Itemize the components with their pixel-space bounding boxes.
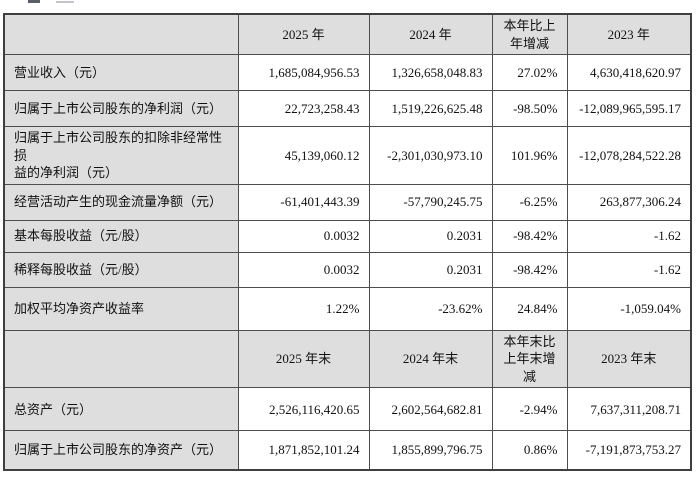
row-label: 基本每股收益（元/股） bbox=[3, 219, 239, 253]
header-2025-eop: 2025 年末 bbox=[237, 329, 370, 389]
header-eop-change: 本年末比 上年末增 减 bbox=[491, 329, 568, 389]
value-2023: -1.62 bbox=[566, 251, 692, 288]
value-change: -6.25% bbox=[491, 183, 568, 221]
header-yoy-change: 本年比上 年增减 bbox=[491, 13, 568, 56]
value-2025: -61,401,443.39 bbox=[237, 183, 370, 221]
header-2024-eop: 2024 年末 bbox=[368, 329, 493, 389]
value-2025: 1.22% bbox=[237, 286, 370, 331]
table-row-diluted-eps: 稀释每股收益（元/股） 0.0032 0.2031 -98.42% -1.62 bbox=[3, 251, 692, 288]
table-row-weighted-avg-roe: 加权平均净资产收益率 1.22% -23.62% 24.84% -1,059.0… bbox=[3, 286, 692, 331]
row-label: 加权平均净资产收益率 bbox=[3, 286, 239, 331]
value-2023: 7,637,311,208.71 bbox=[566, 387, 692, 432]
table-row-basic-eps: 基本每股收益（元/股） 0.0032 0.2031 -98.42% -1.62 bbox=[3, 219, 692, 253]
value-change: 27.02% bbox=[491, 54, 568, 92]
value-change: 101.96% bbox=[491, 126, 568, 185]
value-2025: 0.0032 bbox=[237, 219, 370, 253]
value-2024: 2,602,564,682.81 bbox=[368, 387, 493, 432]
row-label: 归属于上市公司股东的净利润（元） bbox=[3, 90, 239, 128]
value-2023: -1,059.04% bbox=[566, 286, 692, 331]
value-2024: 1,519,226,625.48 bbox=[368, 90, 493, 128]
value-change: -98.42% bbox=[491, 251, 568, 288]
value-2025: 22,723,258.43 bbox=[237, 90, 370, 128]
table-row-net-assets: 归属于上市公司股东的净资产（元） 1,871,852,101.24 1,855,… bbox=[3, 430, 692, 471]
header-2023-eop: 2023 年末 bbox=[566, 329, 692, 389]
value-2024: 1,326,658,048.83 bbox=[368, 54, 493, 92]
clipped-top-text-fragment bbox=[28, 0, 40, 3]
value-2024: -23.62% bbox=[368, 286, 493, 331]
header-2024: 2024 年 bbox=[368, 13, 493, 56]
header-2023: 2023 年 bbox=[566, 13, 692, 56]
table-row-total-assets: 总资产（元） 2,526,116,420.65 2,602,564,682.81… bbox=[3, 387, 692, 432]
table-row-revenue: 营业收入（元） 1,685,084,956.53 1,326,658,048.8… bbox=[3, 54, 692, 92]
value-2025: 1,871,852,101.24 bbox=[237, 430, 370, 471]
value-2025: 2,526,116,420.65 bbox=[237, 387, 370, 432]
value-change: -2.94% bbox=[491, 387, 568, 432]
value-2023: 4,630,418,620.97 bbox=[566, 54, 692, 92]
value-2025: 1,685,084,956.53 bbox=[237, 54, 370, 92]
value-2024: -2,301,030,973.10 bbox=[368, 126, 493, 185]
value-2025: 0.0032 bbox=[237, 251, 370, 288]
row-label: 归属于上市公司股东的净资产（元） bbox=[3, 430, 239, 471]
header-2025: 2025 年 bbox=[237, 13, 370, 56]
row-label: 归属于上市公司股东的扣除非经常性损 益的净利润（元） bbox=[3, 126, 239, 185]
value-change: -98.42% bbox=[491, 219, 568, 253]
row-label: 总资产（元） bbox=[3, 387, 239, 432]
value-change: -98.50% bbox=[491, 90, 568, 128]
header-corner-cell bbox=[3, 329, 239, 389]
key-financials-table: 2025 年 2024 年 本年比上 年增减 2023 年 营业收入（元） 1,… bbox=[3, 13, 692, 471]
value-2024: 1,855,899,796.75 bbox=[368, 430, 493, 471]
table-row-operating-cash-flow: 经营活动产生的现金流量净额（元） -61,401,443.39 -57,790,… bbox=[3, 183, 692, 221]
value-2023: -12,078,284,522.28 bbox=[566, 126, 692, 185]
value-2023: 263,877,306.24 bbox=[566, 183, 692, 221]
value-2024: 0.2031 bbox=[368, 251, 493, 288]
value-2023: -7,191,873,753.27 bbox=[566, 430, 692, 471]
table-row-net-profit-excl-nonrecurring: 归属于上市公司股东的扣除非经常性损 益的净利润（元） 45,139,060.12… bbox=[3, 126, 692, 185]
table-header-end-of-period: 2025 年末 2024 年末 本年末比 上年末增 减 2023 年末 bbox=[3, 329, 692, 389]
table-row-net-profit: 归属于上市公司股东的净利润（元） 22,723,258.43 1,519,226… bbox=[3, 90, 692, 128]
value-2024: 0.2031 bbox=[368, 219, 493, 253]
header-corner-cell bbox=[3, 13, 239, 56]
value-2023: -1.62 bbox=[566, 219, 692, 253]
row-label: 营业收入（元） bbox=[3, 54, 239, 92]
value-change: 24.84% bbox=[491, 286, 568, 331]
value-2025: 45,139,060.12 bbox=[237, 126, 370, 185]
value-2024: -57,790,245.75 bbox=[368, 183, 493, 221]
row-label: 经营活动产生的现金流量净额（元） bbox=[3, 183, 239, 221]
value-2023: -12,089,965,595.17 bbox=[566, 90, 692, 128]
clipped-top-text-fragment bbox=[56, 1, 74, 3]
value-change: 0.86% bbox=[491, 430, 568, 471]
row-label: 稀释每股收益（元/股） bbox=[3, 251, 239, 288]
table-header-annual: 2025 年 2024 年 本年比上 年增减 2023 年 bbox=[3, 13, 692, 56]
